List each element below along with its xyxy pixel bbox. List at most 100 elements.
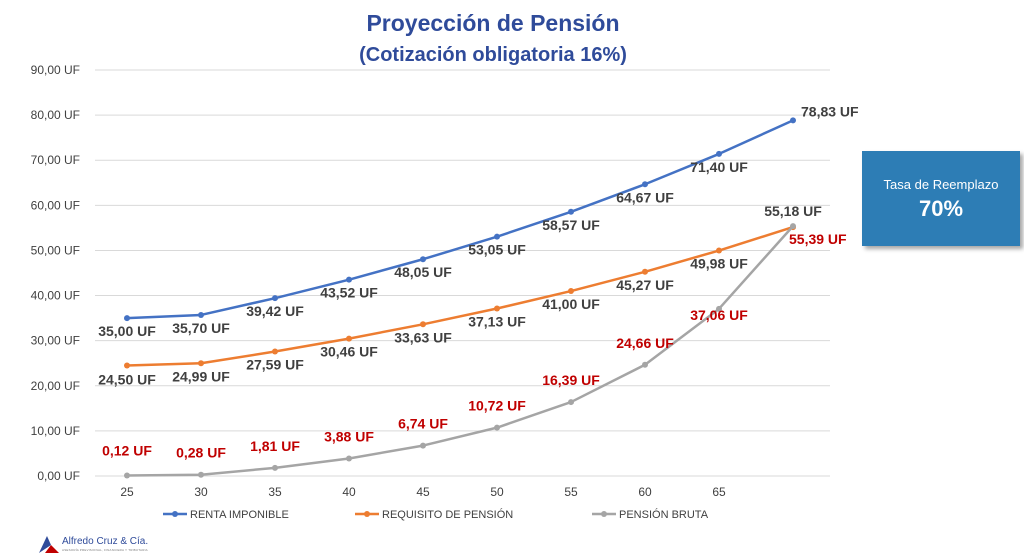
renta-imponible-point — [716, 150, 722, 157]
gridlines — [95, 69, 830, 477]
requisito-pension-point — [642, 268, 648, 275]
pension-bruta-point — [346, 455, 352, 462]
pension-bruta-data-label: 37,06 UF — [690, 307, 748, 323]
pension-bruta-data-label: 16,39 UF — [542, 372, 600, 388]
renta-imponible-point — [790, 117, 796, 124]
y-tick-label: 20,00 UF — [31, 379, 80, 393]
renta-imponible-point — [198, 311, 204, 318]
pension-bruta-point — [198, 471, 204, 478]
x-tick-label: 60 — [638, 485, 652, 499]
requisito-pension-point — [568, 288, 574, 295]
x-axis-ticks: 25 30 35 40 45 50 55 60 65 — [120, 485, 726, 499]
y-tick-label: 40,00 UF — [31, 289, 80, 303]
x-tick-label: 45 — [416, 485, 430, 499]
x-tick-label: 25 — [120, 485, 134, 499]
pension-bruta-line — [126, 225, 794, 477]
pension-bruta-data-label: 0,28 UF — [176, 445, 226, 461]
replacement-rate-callout: Tasa de Reemplazo 70% — [862, 151, 1020, 246]
requisito-pension-data-label: 27,59 UF — [246, 357, 304, 373]
requisito-pension-point — [346, 335, 352, 342]
requisito-pension-line — [126, 225, 794, 367]
x-tick-label: 50 — [490, 485, 504, 499]
y-tick-label: 80,00 UF — [31, 108, 80, 122]
renta-imponible-line — [126, 119, 794, 320]
chart-subtitle: (Cotización obligatoria 16%) — [359, 44, 627, 66]
pension-bruta-point — [716, 305, 722, 312]
legend-marker — [601, 511, 607, 517]
legend: RENTA IMPONIBLE REQUISITO DE PENSIÓN PENSI… — [163, 508, 709, 521]
renta-imponible-data-label: 35,70 UF — [172, 320, 230, 336]
requisito-pension-point — [272, 348, 278, 355]
renta-imponible-point — [642, 181, 648, 188]
renta-imponible-point — [272, 295, 278, 302]
logo-mark-icon — [39, 536, 59, 553]
series-lines — [124, 117, 796, 479]
requisito-pension-data-label: 33,63 UF — [394, 329, 452, 345]
y-tick-label: 70,00 UF — [31, 153, 80, 167]
x-tick-label: 55 — [564, 485, 578, 499]
legend-marker — [172, 511, 178, 517]
requisito-pension-data-label: 49,98 UF — [690, 256, 748, 272]
renta-imponible-data-label: 48,05 UF — [394, 264, 452, 280]
x-tick-label: 30 — [194, 485, 208, 499]
y-tick-label: 50,00 UF — [31, 243, 80, 257]
renta-imponible-data-label: 35,00 UF — [98, 323, 156, 339]
pension-bruta-point — [272, 464, 278, 471]
legend-entry: PENSIÓN BRUTA — [619, 508, 709, 521]
x-tick-label: 65 — [712, 485, 726, 499]
pension-bruta-point — [642, 361, 648, 368]
replacement-rate-value: 70% — [918, 196, 964, 221]
pension-bruta-data-label: 6,74 UF — [398, 416, 448, 432]
replacement-rate-label: Tasa de Reemplazo — [883, 177, 999, 192]
renta-imponible-data-label: 71,40 UF — [690, 159, 748, 175]
pension-bruta-data-label: 1,81 UF — [250, 438, 300, 454]
logo-tagline: ASESORÍA PREVISIONAL, FINANCIERA Y TRIBU… — [62, 548, 148, 552]
renta-imponible-point — [124, 315, 130, 322]
x-tick-label: 40 — [342, 485, 356, 499]
legend-entry: RENTA IMPONIBLE — [190, 509, 289, 521]
renta-imponible-data-label: 64,67 UF — [616, 189, 674, 205]
y-tick-label: 0,00 UF — [37, 469, 80, 483]
requisito-pension-point — [198, 360, 204, 367]
company-logo: Alfredo Cruz & Cía. ASESORÍA PREVISIONAL… — [38, 534, 208, 556]
legend-entry: REQUISITO DE PENSIÓN — [382, 508, 513, 521]
y-tick-label: 90,00 UF — [31, 63, 80, 77]
requisito-pension-point — [420, 321, 426, 328]
requisito-pension-data-label: 41,00 UF — [542, 296, 600, 312]
y-axis-ticks: 0,00 UF 10,00 UF 20,00 UF 30,00 UF 40,00 UF 5… — [31, 63, 80, 483]
pension-bruta-data-label: 0,12 UF — [102, 442, 152, 458]
y-tick-label: 60,00 UF — [31, 198, 80, 212]
renta-imponible-point — [420, 256, 426, 263]
requisito-pension-point — [124, 362, 130, 369]
pension-bruta-point — [790, 223, 796, 230]
renta-imponible-data-label: 53,05 UF — [468, 242, 526, 258]
requisito-pension-data-label: 37,13 UF — [468, 314, 526, 330]
renta-imponible-data-label: 43,52 UF — [320, 285, 378, 301]
requisito-pension-data-label: 55,18 UF — [764, 203, 822, 219]
data-labels: 35,00 UF 35,70 UF 39,42 UF 43,52 UF 48,05 UF… — [98, 103, 859, 460]
pension-bruta-data-label: 55,39 UF — [789, 231, 847, 247]
renta-imponible-data-label: 58,57 UF — [542, 217, 600, 233]
requisito-pension-data-label: 24,99 UF — [172, 368, 230, 384]
renta-imponible-point — [568, 208, 574, 215]
pension-bruta-data-label: 3,88 UF — [324, 428, 374, 444]
legend-marker — [364, 511, 370, 517]
requisito-pension-data-label: 30,46 UF — [320, 344, 378, 360]
pension-bruta-point — [124, 472, 130, 479]
requisito-pension-data-label: 45,27 UF — [616, 277, 674, 293]
y-tick-label: 30,00 UF — [31, 334, 80, 348]
renta-imponible-point — [494, 233, 500, 240]
pension-bruta-point — [494, 424, 500, 431]
requisito-pension-point — [716, 247, 722, 254]
pension-bruta-point — [568, 399, 574, 406]
pension-bruta-data-label: 24,66 UF — [616, 335, 674, 351]
renta-imponible-data-label: 39,42 UF — [246, 303, 304, 319]
x-tick-label: 35 — [268, 485, 282, 499]
chart-title: Proyección de Pensión — [366, 10, 619, 36]
renta-imponible-data-label: 78,83 UF — [801, 103, 859, 119]
logo-name: Alfredo Cruz & Cía. — [62, 536, 149, 547]
requisito-pension-point — [494, 305, 500, 312]
y-tick-label: 10,00 UF — [31, 424, 80, 438]
renta-imponible-point — [346, 276, 352, 283]
